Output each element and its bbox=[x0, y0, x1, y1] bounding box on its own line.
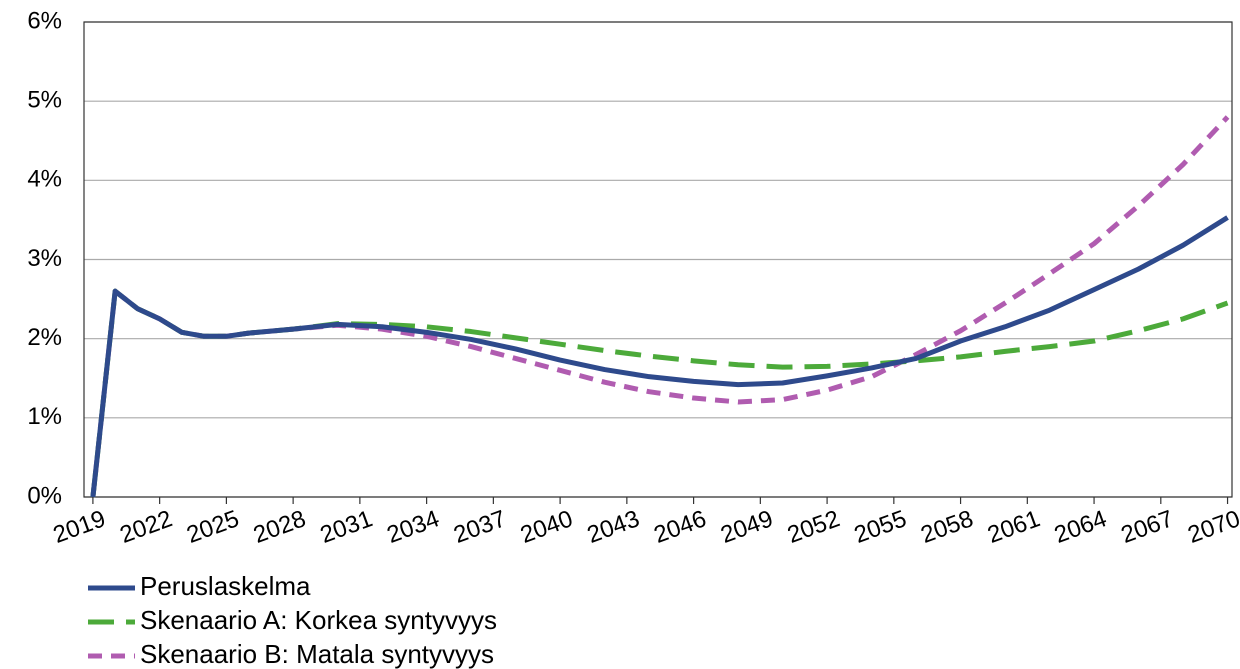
legend-label: Skenaario B: Matala syntyvyys bbox=[140, 639, 494, 669]
x-tick-label: 2025 bbox=[183, 505, 242, 549]
y-tick-label: 6% bbox=[27, 7, 62, 34]
y-tick-label: 4% bbox=[27, 166, 62, 193]
x-tick-label: 2022 bbox=[116, 505, 175, 549]
x-tick-label: 2031 bbox=[317, 505, 376, 549]
series-line bbox=[90, 215, 1229, 498]
x-tick-label: 2037 bbox=[450, 505, 509, 549]
x-tick-label: 2070 bbox=[1184, 505, 1240, 549]
x-tick-label: 2040 bbox=[517, 505, 576, 549]
y-tick-label: 0% bbox=[27, 482, 62, 509]
x-tick-label: 2067 bbox=[1118, 505, 1177, 549]
x-tick-label: 2061 bbox=[984, 505, 1043, 549]
x-tick-label: 2055 bbox=[851, 505, 910, 549]
y-tick-label: 3% bbox=[27, 245, 62, 272]
x-tick-label: 2043 bbox=[584, 505, 643, 549]
x-tick-label: 2049 bbox=[717, 505, 776, 549]
legend-label: Peruslaskelma bbox=[140, 571, 311, 601]
y-tick-label: 5% bbox=[27, 87, 62, 114]
x-tick-label: 2034 bbox=[383, 505, 442, 549]
x-tick-label: 2019 bbox=[50, 505, 109, 549]
legend-label: Skenaario A: Korkea syntyvyys bbox=[140, 605, 497, 635]
x-tick-label: 2046 bbox=[650, 505, 709, 549]
x-tick-label: 2052 bbox=[784, 505, 843, 549]
y-tick-label: 2% bbox=[27, 324, 62, 351]
x-tick-label: 2028 bbox=[250, 505, 309, 549]
x-tick-label: 2058 bbox=[917, 505, 976, 549]
x-tick-label: 2064 bbox=[1051, 505, 1110, 549]
y-tick-label: 1% bbox=[27, 403, 62, 430]
plot-frame bbox=[83, 21, 1233, 498]
